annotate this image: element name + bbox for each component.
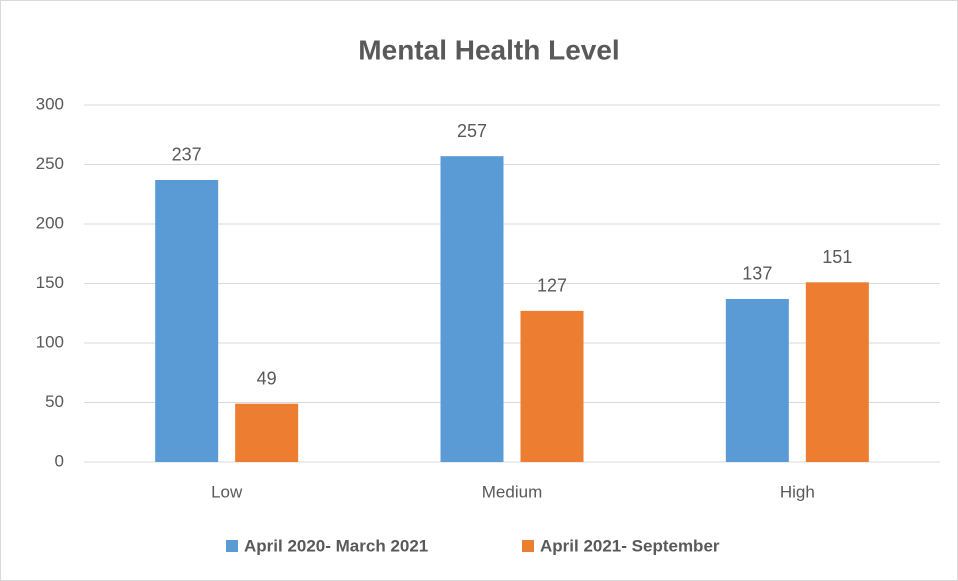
- legend-label: April 2020- March 2021: [244, 536, 428, 555]
- y-tick-label: 300: [36, 94, 64, 113]
- y-tick-label: 50: [45, 392, 64, 411]
- y-tick-label: 200: [36, 213, 64, 232]
- legend-swatch: [226, 540, 238, 552]
- legend-label: April 2021- September: [540, 536, 720, 555]
- data-label: 137: [742, 264, 772, 284]
- bar: [805, 282, 869, 462]
- y-tick-label: 100: [36, 332, 64, 351]
- bar: [725, 298, 789, 462]
- bar: [235, 403, 299, 462]
- chart-title: Mental Health Level: [358, 34, 619, 65]
- data-label: 49: [257, 368, 277, 388]
- data-label: 151: [822, 247, 852, 267]
- data-label: 257: [457, 121, 487, 141]
- y-tick-label: 150: [36, 273, 64, 292]
- bar: [440, 156, 504, 463]
- data-label: 237: [172, 145, 202, 165]
- x-tick-label: Medium: [482, 482, 542, 501]
- x-tick-label: Low: [211, 482, 243, 501]
- y-tick-label: 0: [55, 451, 64, 470]
- data-label: 127: [537, 276, 567, 296]
- y-tick-label: 250: [36, 154, 64, 173]
- x-tick-label: High: [780, 482, 815, 501]
- legend-swatch: [522, 540, 534, 552]
- bar: [520, 310, 584, 462]
- bar: [155, 179, 219, 462]
